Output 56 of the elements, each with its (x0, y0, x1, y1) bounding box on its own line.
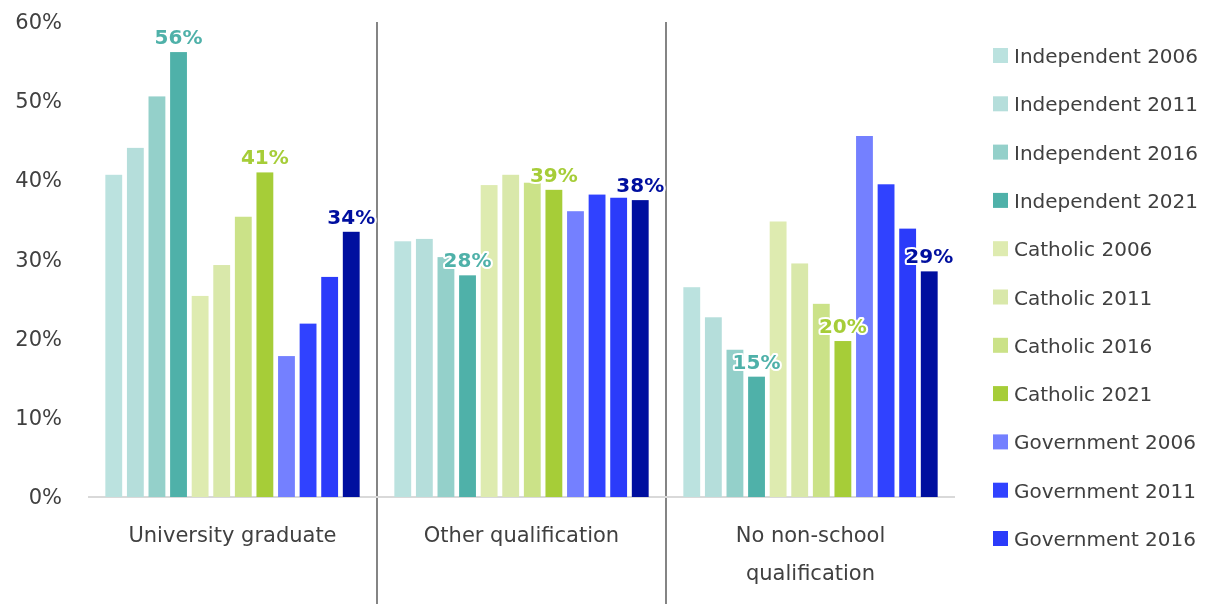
bar (321, 276, 339, 497)
legend-label: Catholic 2021 (1014, 382, 1153, 407)
y-tick-label: 10% (15, 405, 62, 430)
bar (588, 194, 606, 497)
legend-label: Catholic 2011 (1014, 285, 1153, 310)
y-tick-label: 30% (15, 247, 62, 272)
bar (610, 197, 628, 497)
legend-label: Government 2011 (1014, 478, 1196, 503)
data-label: 34% (327, 204, 376, 229)
bar (234, 216, 252, 497)
data-label: 39% (529, 162, 578, 187)
x-tick-label: University graduate (128, 523, 337, 547)
bar (748, 376, 765, 497)
bar (877, 184, 895, 497)
bar (523, 182, 541, 497)
bar (213, 265, 231, 497)
legend-label: Catholic 2016 (1014, 333, 1153, 358)
x-tick-label: Other qualification (423, 523, 620, 547)
legend-label: Independent 2021 (1014, 188, 1199, 213)
x-tick-label: No non-school qualification (735, 523, 886, 585)
legend-label: Government 2016 (1014, 527, 1196, 551)
bar (704, 317, 722, 497)
bar (415, 238, 433, 497)
bar (502, 174, 520, 497)
bar (920, 271, 938, 497)
bar (256, 172, 274, 497)
data-label: 56% (154, 25, 203, 50)
bar (459, 275, 476, 497)
bar (148, 96, 166, 497)
bar (545, 189, 563, 497)
bar (834, 341, 852, 497)
bar (631, 200, 649, 497)
bar (791, 263, 809, 497)
data-label: 28% (443, 248, 492, 273)
y-tick-label: 60% (15, 10, 62, 34)
data-label: 41% (240, 145, 289, 170)
bar (342, 231, 360, 497)
legend-label: Government 2006 (1014, 430, 1196, 455)
y-tick-label: 50% (15, 89, 62, 114)
legend-label: Catholic 2006 (1014, 237, 1153, 262)
y-tick-label: 20% (15, 326, 62, 351)
y-tick-label: 40% (15, 168, 62, 193)
bar (299, 323, 317, 497)
y-tick-label: 0% (28, 485, 62, 509)
bar (105, 174, 123, 497)
bar (278, 356, 295, 497)
bar (191, 295, 209, 497)
legend-label: Independent 2011 (1014, 92, 1199, 117)
legend-label: Independent 2016 (1014, 140, 1199, 165)
bar (567, 211, 584, 497)
bar (126, 147, 144, 497)
bar (170, 52, 187, 497)
data-label: 38% (616, 173, 665, 198)
legend-label: Independent 2006 (1014, 44, 1199, 68)
bar (683, 287, 701, 497)
bar (394, 241, 412, 497)
